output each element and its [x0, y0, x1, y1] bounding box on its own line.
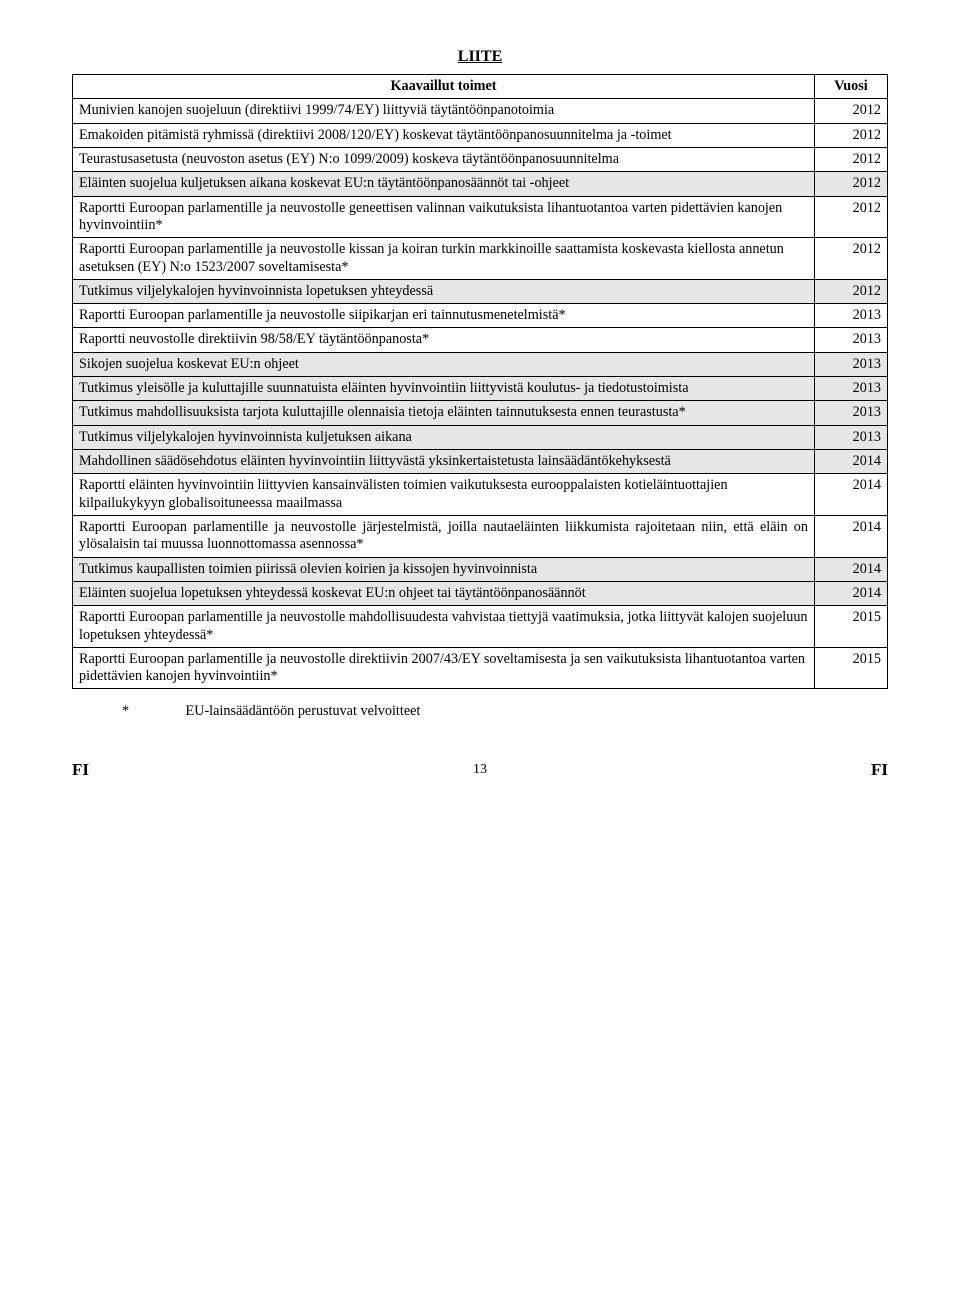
table-row: Tutkimus viljelykalojen hyvinvoinnista l…	[73, 279, 888, 303]
action-cell: Teurastusasetusta (neuvoston asetus (EY)…	[73, 147, 815, 171]
table-row: Tutkimus mahdollisuuksista tarjota kulut…	[73, 401, 888, 425]
year-cell: 2012	[815, 123, 888, 147]
action-cell: Sikojen suojelua koskevat EU:n ohjeet	[73, 352, 815, 376]
footnote: * EU-lainsäädäntöön perustuvat velvoitte…	[72, 703, 888, 720]
year-cell: 2014	[815, 581, 888, 605]
table-row: Tutkimus yleisölle ja kuluttajille suunn…	[73, 377, 888, 401]
action-cell: Emakoiden pitämistä ryhmissä (direktiivi…	[73, 123, 815, 147]
action-cell: Raportti Euroopan parlamentille ja neuvo…	[73, 304, 815, 328]
header-year: Vuosi	[815, 75, 888, 99]
action-cell: Raportti Euroopan parlamentille ja neuvo…	[73, 515, 815, 557]
action-cell: Raportti eläinten hyvinvointiin liittyvi…	[73, 474, 815, 516]
table-row: Mahdollinen säädösehdotus eläinten hyvin…	[73, 450, 888, 474]
table-row: Eläinten suojelua kuljetuksen aikana kos…	[73, 172, 888, 196]
action-cell: Eläinten suojelua lopetuksen yhteydessä …	[73, 581, 815, 605]
year-cell: 2014	[815, 515, 888, 557]
action-cell: Raportti neuvostolle direktiivin 98/58/E…	[73, 328, 815, 352]
year-cell: 2015	[815, 606, 888, 648]
table-row: Emakoiden pitämistä ryhmissä (direktiivi…	[73, 123, 888, 147]
table-row: Eläinten suojelua lopetuksen yhteydessä …	[73, 581, 888, 605]
footer-right: FI	[871, 760, 888, 780]
footer-page-number: 13	[473, 762, 487, 778]
table-row: Raportti Euroopan parlamentille ja neuvo…	[73, 647, 888, 689]
year-cell: 2013	[815, 304, 888, 328]
table-row: Raportti Euroopan parlamentille ja neuvo…	[73, 606, 888, 648]
year-cell: 2014	[815, 474, 888, 516]
footnote-text: EU-lainsäädäntöön perustuvat velvoitteet	[186, 703, 421, 719]
year-cell: 2013	[815, 401, 888, 425]
footnote-star: *	[122, 703, 182, 720]
actions-table: Kaavaillut toimet Vuosi Munivien kanojen…	[72, 74, 888, 689]
page-footer: FI 13 FI	[0, 760, 960, 810]
action-cell: Raportti Euroopan parlamentille ja neuvo…	[73, 647, 815, 689]
action-cell: Munivien kanojen suojeluun (direktiivi 1…	[73, 99, 815, 123]
table-row: Raportti eläinten hyvinvointiin liittyvi…	[73, 474, 888, 516]
footer-left: FI	[72, 760, 89, 780]
action-cell: Tutkimus yleisölle ja kuluttajille suunn…	[73, 377, 815, 401]
year-cell: 2012	[815, 147, 888, 171]
action-cell: Eläinten suojelua kuljetuksen aikana kos…	[73, 172, 815, 196]
year-cell: 2013	[815, 425, 888, 449]
table-row: Raportti Euroopan parlamentille ja neuvo…	[73, 196, 888, 238]
table-row: Tutkimus kaupallisten toimien piirissä o…	[73, 557, 888, 581]
page: LIITE Kaavaillut toimet Vuosi Munivien k…	[0, 0, 960, 760]
table-row: Raportti Euroopan parlamentille ja neuvo…	[73, 238, 888, 280]
action-cell: Tutkimus kaupallisten toimien piirissä o…	[73, 557, 815, 581]
table-header-row: Kaavaillut toimet Vuosi	[73, 75, 888, 99]
table-row: Raportti Euroopan parlamentille ja neuvo…	[73, 304, 888, 328]
action-cell: Raportti Euroopan parlamentille ja neuvo…	[73, 196, 815, 238]
year-cell: 2012	[815, 172, 888, 196]
table-row: Raportti neuvostolle direktiivin 98/58/E…	[73, 328, 888, 352]
table-row: Munivien kanojen suojeluun (direktiivi 1…	[73, 99, 888, 123]
table-row: Sikojen suojelua koskevat EU:n ohjeet201…	[73, 352, 888, 376]
table-row: Teurastusasetusta (neuvoston asetus (EY)…	[73, 147, 888, 171]
action-cell: Tutkimus viljelykalojen hyvinvoinnista l…	[73, 279, 815, 303]
year-cell: 2012	[815, 99, 888, 123]
year-cell: 2013	[815, 377, 888, 401]
table-row: Tutkimus viljelykalojen hyvinvoinnista k…	[73, 425, 888, 449]
year-cell: 2013	[815, 352, 888, 376]
year-cell: 2012	[815, 196, 888, 238]
action-cell: Tutkimus viljelykalojen hyvinvoinnista k…	[73, 425, 815, 449]
year-cell: 2012	[815, 238, 888, 280]
action-cell: Raportti Euroopan parlamentille ja neuvo…	[73, 606, 815, 648]
annex-title: LIITE	[72, 48, 888, 66]
year-cell: 2013	[815, 328, 888, 352]
table-row: Raportti Euroopan parlamentille ja neuvo…	[73, 515, 888, 557]
action-cell: Mahdollinen säädösehdotus eläinten hyvin…	[73, 450, 815, 474]
action-cell: Tutkimus mahdollisuuksista tarjota kulut…	[73, 401, 815, 425]
year-cell: 2014	[815, 557, 888, 581]
year-cell: 2012	[815, 279, 888, 303]
year-cell: 2015	[815, 647, 888, 689]
year-cell: 2014	[815, 450, 888, 474]
header-actions: Kaavaillut toimet	[73, 75, 815, 99]
action-cell: Raportti Euroopan parlamentille ja neuvo…	[73, 238, 815, 280]
